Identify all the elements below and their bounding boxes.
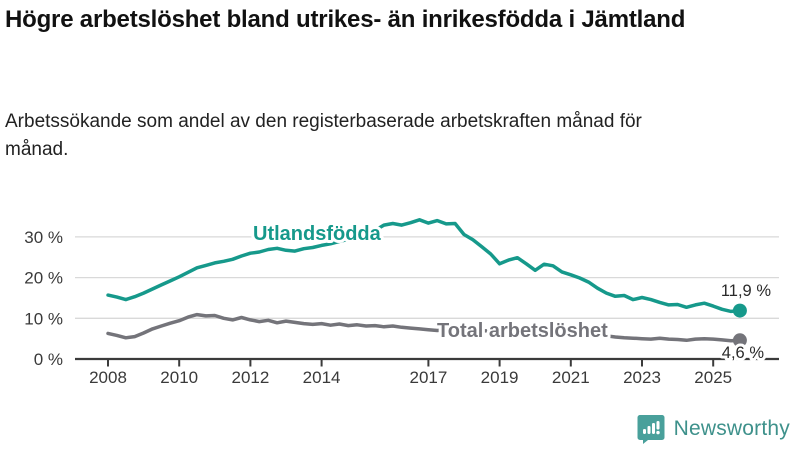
chart-header: Högre arbetslöshet bland utrikes- än inr… <box>5 4 795 160</box>
series-end-dot-total <box>732 333 747 348</box>
y-axis-tick-label: 10 % <box>24 309 63 328</box>
y-axis-tick-label: 0 % <box>34 350 63 369</box>
brand-footer: Newsworthy <box>637 414 790 444</box>
series-end-dot-utlandsfodda <box>732 303 747 318</box>
end-value-label-utlandsfodda: 11,9 % <box>721 282 771 300</box>
logo-exclamation-dot <box>655 430 660 435</box>
unemployment-line-chart: 0 % 10 % 20 % 30 % 2008 2010 2012 2014 2017 2019 2… <box>24 218 779 387</box>
chart-title: Högre arbetslöshet bland utrikes- än inr… <box>5 6 686 33</box>
logo-bar-2 <box>647 426 651 434</box>
line-chart: 0 % 10 % 20 % 30 % 2008 2010 2012 2014 2017 2019 2… <box>0 185 800 395</box>
x-axis-tick-label: 2010 <box>160 368 198 387</box>
series-label-total: Total arbetslöshet <box>437 320 608 342</box>
y-axis-tick-label: 30 % <box>24 228 63 247</box>
x-axis-tick-label: 2014 <box>303 368 341 387</box>
logo-exclamation-icon <box>656 421 660 430</box>
logo-bar-3 <box>651 423 655 434</box>
x-axis-tick-label: 2021 <box>552 368 590 387</box>
chart-subtitle: Arbetssökande som andel av den registerb… <box>5 111 642 161</box>
end-value-label-total: 4,6 % <box>722 344 765 362</box>
logo-bar-1 <box>642 429 646 434</box>
series-label-utlandsfodda: Utlandsfödda <box>253 223 382 245</box>
x-axis-tick-label: 2023 <box>623 368 661 387</box>
series-line-total <box>106 312 742 343</box>
y-axis-tick-label: 20 % <box>24 269 63 288</box>
x-axis-tick-label: 2012 <box>231 368 269 387</box>
x-axis-tick-label: 2017 <box>409 368 447 387</box>
series-line-utlandsfodda <box>106 218 742 314</box>
newsworthy-brand-text: Newsworthy <box>673 417 790 440</box>
x-axis-tick-label: 2019 <box>481 368 519 387</box>
x-axis-tick-label: 2008 <box>89 368 127 387</box>
newsworthy-logo-icon <box>637 415 665 444</box>
x-axis-tick-label: 2025 <box>694 368 732 387</box>
